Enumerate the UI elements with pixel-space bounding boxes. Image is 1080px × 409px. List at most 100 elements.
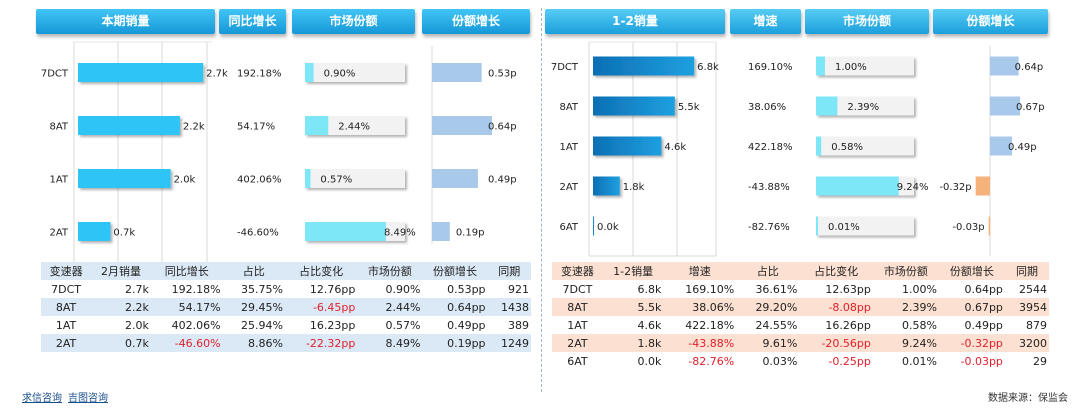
table-cell: 12.76pp	[309, 282, 356, 296]
table-cell: 4.6k	[637, 318, 662, 332]
sales-value-label: 1.8k	[623, 182, 645, 193]
column-header: 变速器	[41, 262, 92, 280]
share-value-label: 0.57%	[320, 175, 352, 186]
sales-value-label: 5.5k	[678, 102, 700, 113]
table-cell: 29	[1033, 354, 1047, 368]
sales-bar	[593, 96, 675, 116]
table-cell: 8.49%	[357, 334, 423, 352]
table-cell: 16.23pp	[309, 318, 356, 332]
growth-rate-label: 169.10%	[748, 62, 793, 73]
column-header: 同期	[487, 262, 531, 280]
share-growth-label: 0.67p	[1016, 102, 1045, 113]
table-cell: 2.7k	[124, 282, 149, 296]
share-bar	[305, 169, 311, 188]
table-cell: 921	[508, 282, 529, 296]
sales-bar	[593, 56, 695, 76]
table-row: 8AT 2.2k 54.17% 29.45% -6.45pp 2.44% 0.64pp 143…	[41, 298, 531, 316]
growth-rate-label: -82.76%	[748, 222, 790, 233]
sales-bar	[78, 222, 111, 241]
table-cell: 29.45%	[222, 298, 285, 316]
data-source: 数据来源：保监会	[988, 393, 1068, 404]
table-cell: 422.18%	[685, 318, 735, 332]
share-growth-label: -0.32p	[939, 182, 971, 193]
sales-bar	[593, 216, 594, 236]
share-bar	[816, 216, 818, 236]
table-cell: -6.45pp	[284, 298, 358, 316]
table-row: 1AT 4.6k 422.18% 24.55% 16.26pp 0.58% 0.49pp 87…	[552, 316, 1049, 334]
share-value-label: 8.49%	[384, 228, 416, 239]
share-bar	[305, 116, 329, 135]
header-growth-rate: 增速	[730, 9, 801, 34]
table-cell: -0.32pp	[938, 334, 1005, 352]
link-qiuxin[interactable]: 求信咨询	[22, 393, 62, 404]
table-cell: 3200	[1004, 334, 1049, 352]
header-market-share-left: 市场份额	[292, 9, 415, 34]
category-label: 7DCT	[41, 69, 69, 80]
table-cell: -8.08pp	[799, 298, 873, 316]
share-track	[816, 216, 914, 236]
header-sales-current: 本期销量	[36, 9, 215, 34]
column-header: 2月销量	[91, 262, 151, 280]
sales-bar	[593, 176, 620, 196]
growth-rate-label: 38.06%	[748, 102, 786, 113]
table-cell: -20.56pp	[799, 334, 873, 352]
table-cell: 0.01%	[901, 354, 937, 368]
table-cell: 0.57%	[385, 318, 421, 332]
divider-line	[541, 8, 542, 392]
share-growth-bar	[432, 222, 450, 241]
growth-rate-label: -43.88%	[748, 182, 790, 193]
category-label: 7DCT	[551, 62, 579, 73]
column-header: 市场份额	[872, 262, 939, 280]
header-market-share-right: 市场份额	[805, 9, 929, 34]
link-jitu[interactable]: 吉图咨询	[68, 393, 108, 404]
column-header: 1-2销量	[602, 262, 664, 280]
table-cell: 3954	[1004, 298, 1049, 316]
table-cell: 879	[1026, 318, 1047, 332]
table-row: 7DCT 2.7k 192.18% 35.75% 12.76pp 0.90% 0.53pp 9…	[41, 280, 531, 298]
header-share-growth-right: 份额增长	[933, 9, 1048, 34]
table-cell: 2AT	[41, 334, 92, 352]
table-row: 1AT 2.0k 402.06% 25.94% 16.23pp 0.57% 0.49pp 38…	[41, 316, 531, 334]
column-header: 份额增长	[938, 262, 1005, 280]
table-cell: 7DCT	[562, 282, 593, 296]
share-growth-label: 0.19p	[456, 228, 485, 239]
header-sales-ytd: 1-2销量	[545, 9, 725, 34]
table-cell: -0.25pp	[828, 354, 871, 368]
table-row: 6AT 0.0k -82.76% 0.03% -0.25pp 0.01% -0.03pp 29	[552, 352, 1049, 370]
table-cell: 36.61%	[755, 282, 798, 296]
sales-bar	[593, 136, 662, 156]
table-row: 2AT 1.8k -43.88% 9.61% -20.56pp 9.24% -0.32pp 3…	[552, 334, 1049, 352]
table-cell: 9.61%	[736, 334, 800, 352]
share-growth-label: 0.64p	[488, 122, 517, 133]
table-row: 2AT 0.7k -46.60% 8.86% -22.32pp 8.49% 0.19pp 12…	[41, 334, 531, 352]
share-value-label: 2.44%	[338, 122, 370, 133]
sales-value-label: 4.6k	[664, 142, 686, 153]
column-header: 变速器	[552, 262, 603, 280]
share-bar	[816, 176, 899, 196]
table-cell: 0.19pp	[422, 334, 488, 352]
table-cell: 402.06%	[171, 318, 221, 332]
table-header-row: 变速器 1-2销量 增速 占比 占比变化 市场份额 份额增长 同期	[552, 262, 1049, 280]
sales-value-label: 6.8k	[697, 62, 719, 73]
table-cell: 9.24%	[872, 334, 939, 352]
table-cell: 0.03%	[762, 354, 798, 368]
table-cell: 0.64pp	[422, 298, 488, 316]
table-cell: 389	[508, 318, 529, 332]
table-cell: 0.64pp	[964, 282, 1003, 296]
table-cell: 0.53pp	[447, 282, 486, 296]
share-track	[816, 96, 914, 116]
share-growth-bar	[990, 56, 1019, 76]
table-cell: 1.00%	[901, 282, 937, 296]
share-bar	[816, 56, 825, 76]
share-track	[816, 136, 914, 156]
table-cell: 0.49pp	[964, 318, 1003, 332]
table-cell: 2AT	[552, 334, 603, 352]
share-value-label: 0.01%	[828, 222, 860, 233]
table-cell: 0.67pp	[938, 298, 1005, 316]
table-cell: 0.49pp	[447, 318, 486, 332]
share-growth-label: 0.49p	[1008, 142, 1037, 153]
footer-links: 求信咨询 吉图咨询	[22, 389, 114, 404]
column-header: 占比变化	[799, 262, 873, 280]
header-yoy-growth: 同比增长	[219, 9, 286, 34]
table-cell: -82.76%	[688, 354, 735, 368]
